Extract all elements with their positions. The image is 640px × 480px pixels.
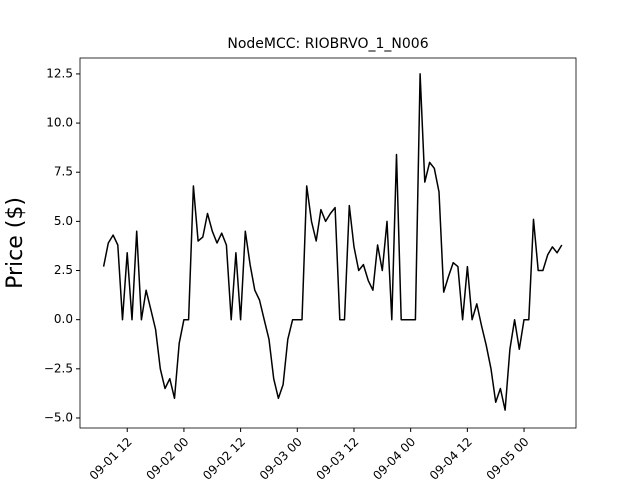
y-tick-label: 5.0 [54,214,73,228]
y-tick-label: 12.5 [46,66,73,80]
y-tick-label: −2.5 [44,361,73,375]
chart-title: NodeMCC: RIOBRVO_1_N006 [227,36,428,52]
y-axis-label: Price ($) [3,197,28,289]
series-line [102,73,563,411]
y-tick-label: 2.5 [54,263,73,277]
y-tick-label: 7.5 [54,165,73,179]
y-tick-label: −5.0 [44,410,73,424]
plot-frame [79,57,577,429]
y-tick-label: 0.0 [54,312,73,326]
y-tick-label: 10.0 [46,116,73,130]
